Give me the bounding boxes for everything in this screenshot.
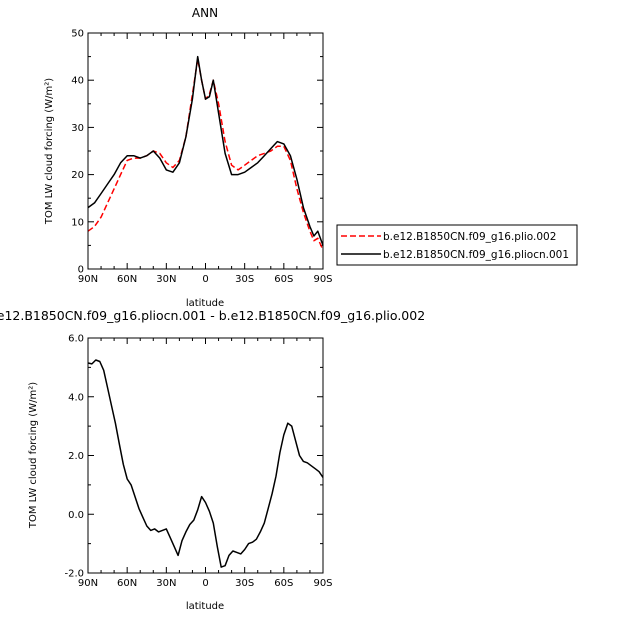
- bottom-panel: b.e12.B1850CN.f09_g16.pliocn.001 - b.e12…: [0, 308, 425, 612]
- top-axis-ticks: 90N 60N 30N 0 30S 60S 90S 0 10 20 30 40 50: [71, 29, 332, 286]
- legend: b.e12.B1850CN.f09_g16.plio.002 b.e12.B18…: [336, 224, 578, 266]
- legend-box: [336, 224, 578, 266]
- top-x-tick-label: 60N: [117, 274, 137, 285]
- bottom-y-tick-label: 4.0: [68, 392, 84, 403]
- bottom-y-tick-label: -2.0: [64, 569, 84, 580]
- bottom-x-tick-label: 30N: [156, 578, 176, 589]
- top-x-tick-label: 30N: [156, 274, 176, 285]
- bottom-plot-frame: [87, 337, 324, 574]
- top-y-tick-label: 40: [71, 76, 84, 87]
- bottom-series-line-0: [87, 359, 324, 568]
- bottom-y-tick-label: 6.0: [68, 334, 84, 345]
- bottom-x-axis-label: latitude: [186, 601, 224, 612]
- bottom-chart-title: b.e12.B1850CN.f09_g16.pliocn.001 - b.e12…: [0, 308, 425, 323]
- bottom-x-tick-label: 60N: [117, 578, 137, 589]
- top-x-tick-label: 0: [202, 274, 208, 285]
- top-y-tick-label: 0: [78, 265, 84, 276]
- top-plot-frame: [87, 32, 324, 270]
- top-chart-title: ANN: [192, 6, 218, 20]
- top-y-tick-label: 30: [71, 123, 84, 134]
- bottom-x-tick-label: 90N: [78, 578, 98, 589]
- top-x-tick-label: 90N: [78, 274, 98, 285]
- legend-label-plio: b.e12.B1850CN.f09_g16.plio.002: [383, 231, 556, 243]
- top-x-tick-label: 30S: [235, 274, 254, 285]
- top-series-line-1: [87, 55, 324, 246]
- top-series-lines: [87, 55, 324, 251]
- top-x-tick-label: 90S: [313, 274, 332, 285]
- bottom-x-tick-label: 60S: [274, 578, 293, 589]
- bottom-y-tick-label: 2.0: [68, 451, 84, 462]
- bottom-x-tick-label: 90S: [313, 578, 332, 589]
- top-panel: ANN TOM LW cloud forcing (W/m²) latitude…: [44, 6, 578, 309]
- top-y-tick-label: 50: [71, 29, 84, 40]
- bottom-series-lines: [87, 359, 324, 568]
- bottom-y-tick-label: 0.0: [68, 510, 84, 521]
- top-series-line-0: [87, 58, 324, 251]
- bottom-x-tick-label: 0: [202, 578, 208, 589]
- bottom-axis-ticks: 90N 60N 30N 0 30S 60S 90S -2.0 0.0 2.0 4.0 6.0: [64, 334, 332, 590]
- legend-label-pliocn: b.e12.B1850CN.f09_g16.pliocn.001: [383, 249, 569, 261]
- top-x-tick-label: 60S: [274, 274, 293, 285]
- bottom-x-tick-label: 30S: [235, 578, 254, 589]
- top-x-axis-label: latitude: [186, 298, 224, 309]
- top-y-tick-label: 20: [71, 170, 84, 181]
- bottom-y-axis-label: TOM LW cloud forcing (W/m²): [28, 382, 39, 529]
- top-y-tick-label: 10: [71, 217, 84, 228]
- top-y-axis-label: TOM LW cloud forcing (W/m²): [44, 78, 55, 225]
